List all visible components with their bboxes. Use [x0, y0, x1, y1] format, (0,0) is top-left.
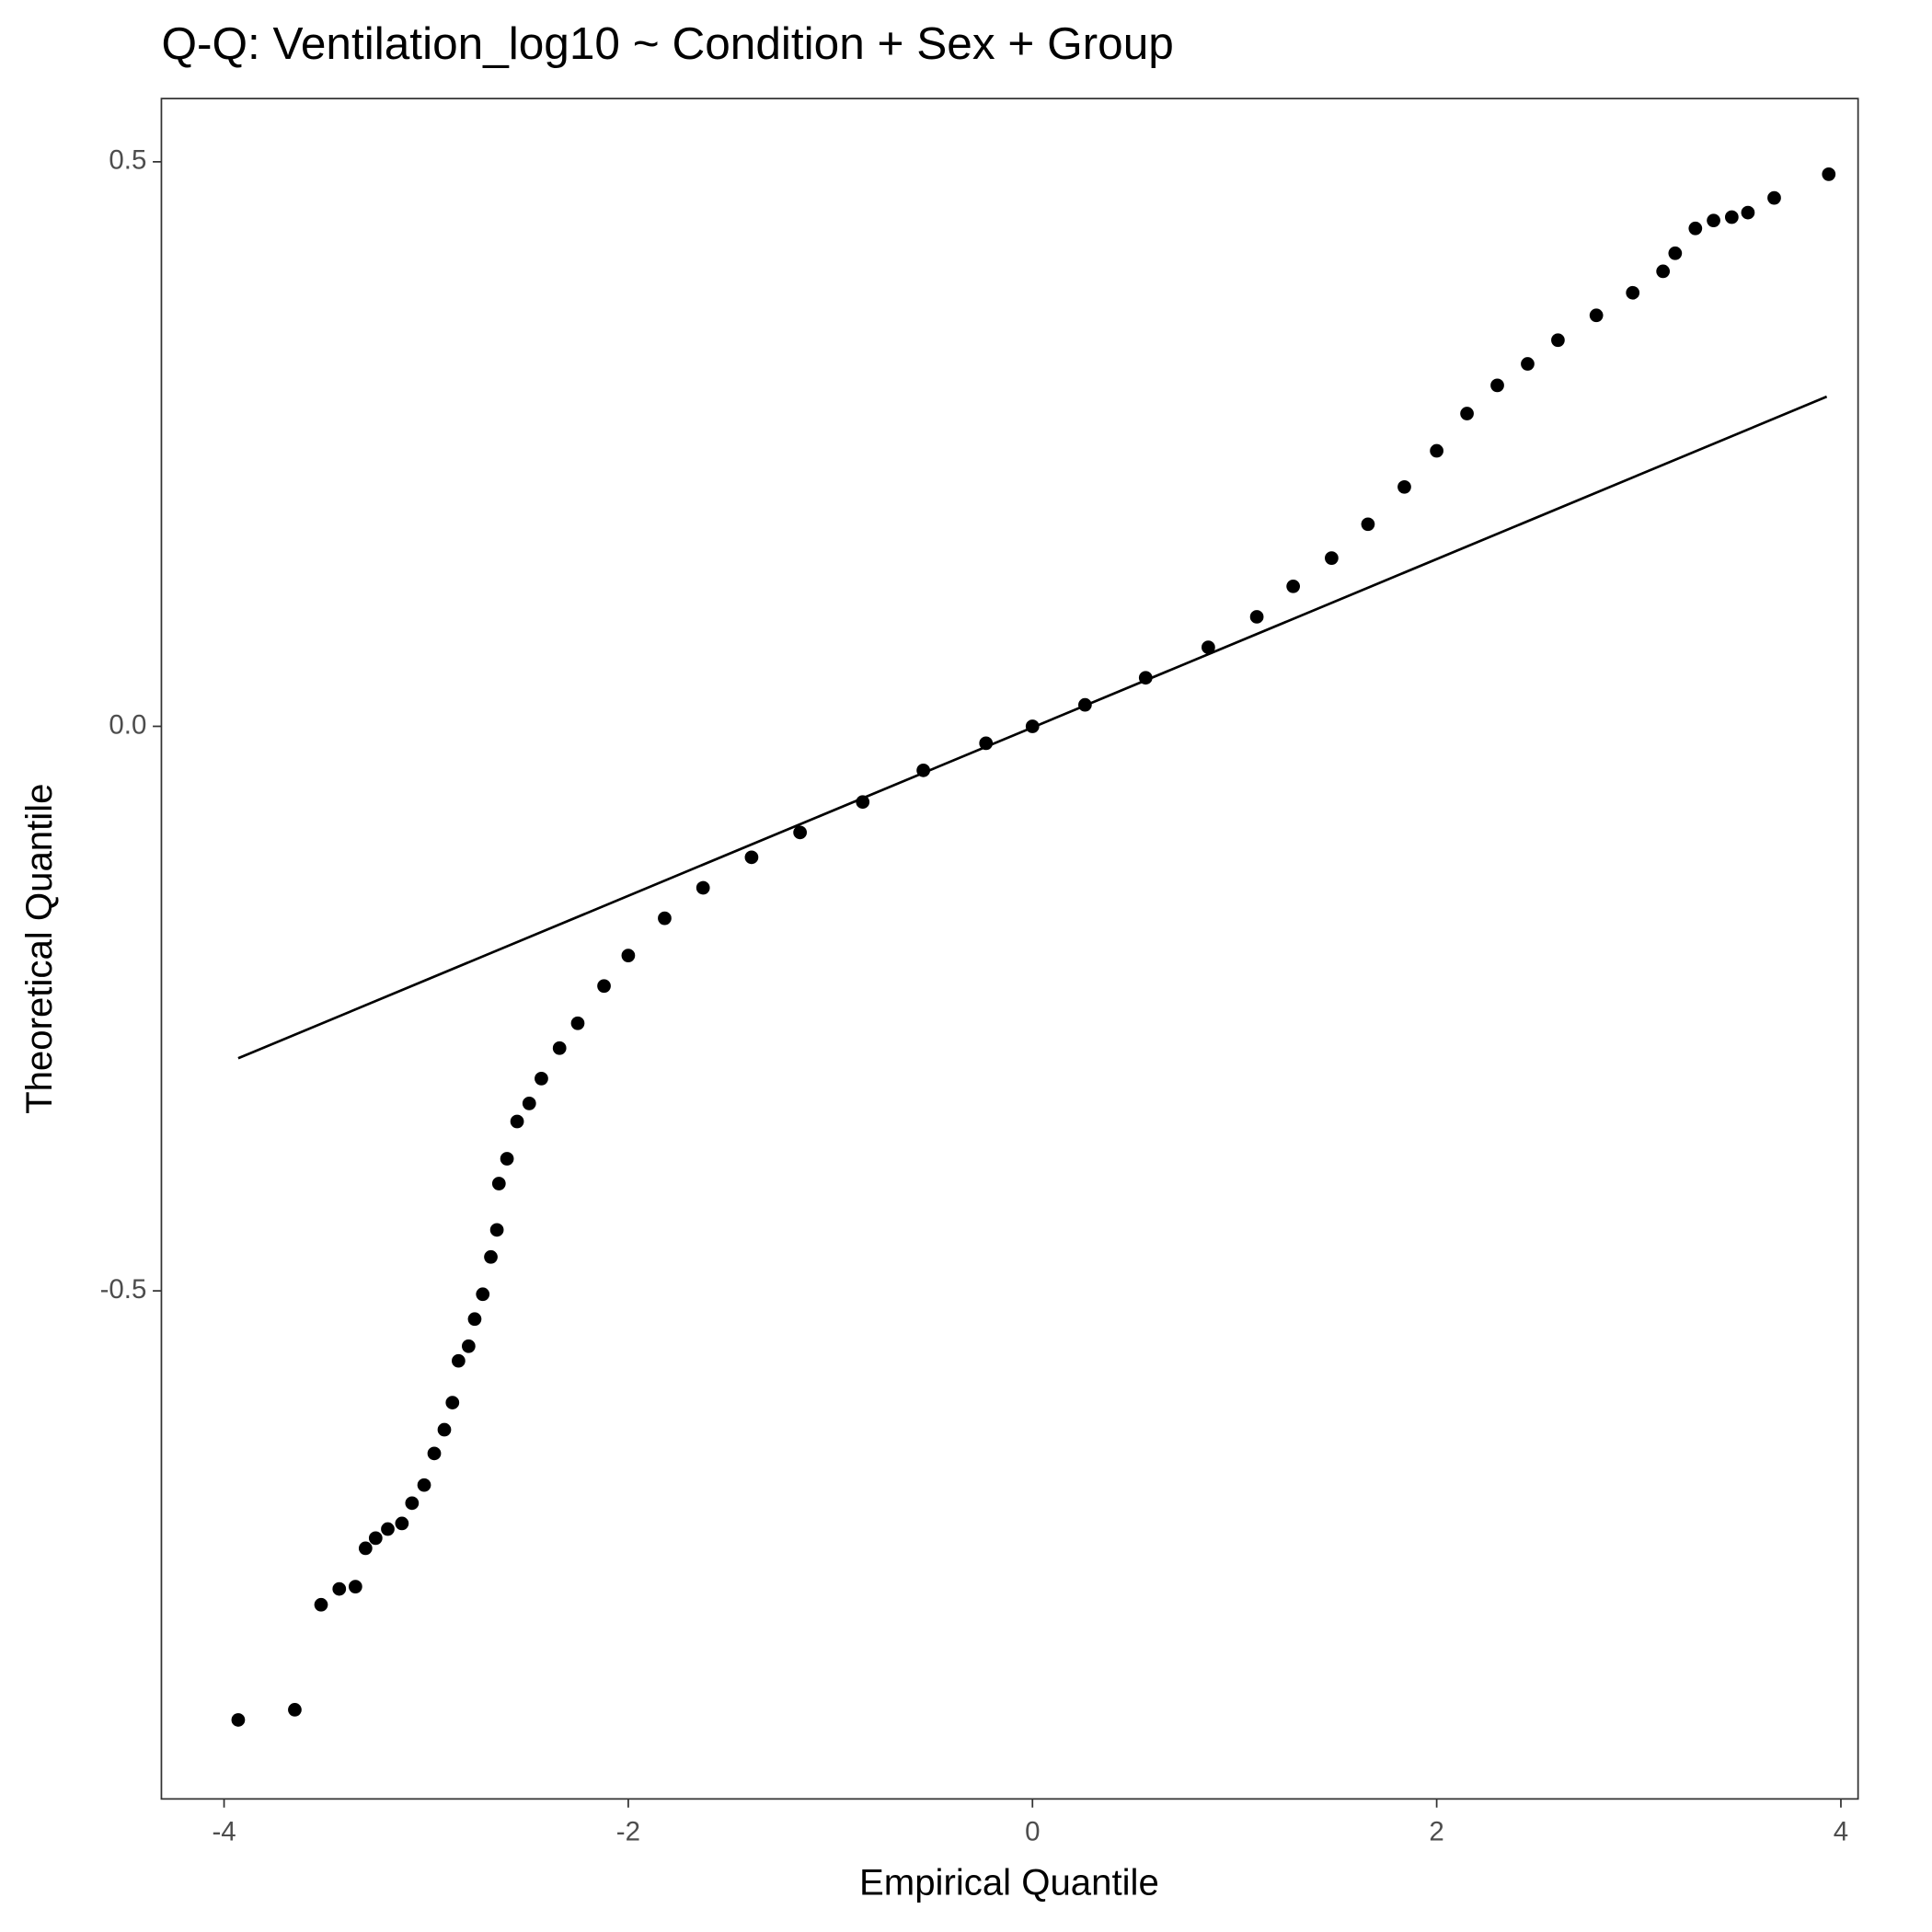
point [484, 1249, 498, 1264]
point [510, 1114, 524, 1129]
point [1460, 407, 1474, 420]
point [916, 763, 930, 777]
point [856, 795, 870, 810]
point [522, 1097, 536, 1110]
point [1767, 190, 1781, 205]
point [1025, 719, 1040, 733]
point [1656, 264, 1671, 279]
y-tick-label: 0.5 [109, 145, 146, 176]
point [476, 1287, 490, 1302]
plot-panel-border [160, 98, 1859, 1800]
point [500, 1152, 514, 1166]
point [1325, 551, 1339, 565]
point [467, 1312, 482, 1327]
point [744, 850, 759, 865]
point [1397, 479, 1411, 494]
point [395, 1516, 409, 1531]
y-axis-label: Theoretical Quantile [18, 784, 60, 1114]
x-tick-label: -2 [616, 1817, 640, 1847]
point [1668, 246, 1683, 260]
point [417, 1478, 431, 1492]
point [658, 911, 672, 926]
point [979, 736, 994, 751]
point [381, 1522, 395, 1536]
point [452, 1353, 466, 1368]
point [621, 949, 636, 962]
point [1707, 213, 1720, 228]
x-tick-label: 4 [1834, 1817, 1848, 1847]
point [1202, 640, 1215, 654]
point [461, 1339, 476, 1353]
point [1551, 333, 1565, 348]
point [314, 1597, 328, 1612]
x-axis-label: Empirical Quantile [859, 1862, 1159, 1903]
point [1688, 221, 1703, 236]
x-tick-label: -4 [212, 1817, 236, 1847]
point [552, 1041, 567, 1055]
point [491, 1177, 506, 1190]
point [427, 1446, 442, 1461]
chart-title: Q-Q: Ventilation_log10 ~ Condition + Sex… [161, 17, 1173, 69]
point [1078, 697, 1092, 712]
point [1626, 285, 1640, 300]
point [1249, 610, 1264, 624]
point [535, 1072, 548, 1086]
point [332, 1581, 347, 1596]
point [570, 1016, 585, 1030]
point [1490, 378, 1504, 393]
y-tick-label: 0.0 [109, 709, 146, 740]
point [288, 1703, 302, 1717]
point [1361, 517, 1375, 532]
point [1138, 671, 1153, 685]
point [358, 1541, 373, 1556]
point [405, 1496, 420, 1511]
point [231, 1713, 246, 1727]
x-tick-label: 2 [1429, 1817, 1443, 1847]
y-tick-label: -0.5 [100, 1274, 147, 1305]
point [1822, 167, 1836, 181]
point [597, 979, 611, 994]
point [437, 1422, 452, 1437]
point [489, 1223, 504, 1237]
point [1724, 210, 1739, 224]
x-tick-label: 0 [1025, 1817, 1040, 1847]
point [368, 1531, 383, 1546]
point [1741, 205, 1755, 220]
point [1521, 357, 1535, 371]
point [793, 825, 807, 840]
point [348, 1580, 362, 1594]
point [696, 880, 710, 895]
point [1286, 579, 1301, 593]
point [1589, 308, 1604, 323]
point [445, 1396, 460, 1409]
point [1430, 443, 1443, 458]
